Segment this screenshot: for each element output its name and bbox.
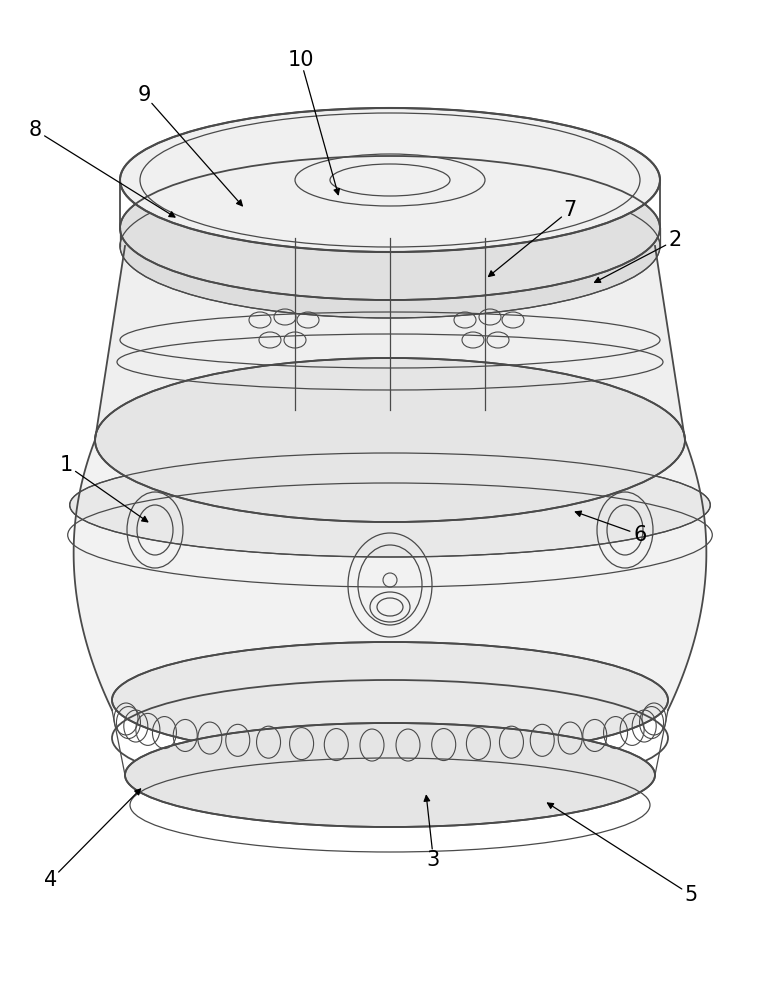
Text: 5: 5 (685, 885, 697, 905)
Text: 9: 9 (137, 85, 152, 105)
Ellipse shape (70, 453, 710, 557)
Ellipse shape (112, 642, 668, 758)
Text: 1: 1 (60, 455, 73, 475)
Ellipse shape (120, 108, 660, 252)
Text: 4: 4 (45, 870, 57, 890)
Ellipse shape (125, 723, 655, 827)
Text: 2: 2 (669, 230, 682, 250)
Text: 6: 6 (633, 525, 647, 545)
Ellipse shape (120, 156, 660, 300)
Ellipse shape (120, 174, 660, 318)
Text: 3: 3 (427, 850, 440, 870)
Text: 7: 7 (564, 200, 576, 220)
Text: 8: 8 (29, 120, 41, 140)
Text: 10: 10 (287, 50, 314, 70)
Ellipse shape (95, 358, 685, 522)
Polygon shape (73, 440, 706, 710)
Polygon shape (95, 224, 685, 465)
